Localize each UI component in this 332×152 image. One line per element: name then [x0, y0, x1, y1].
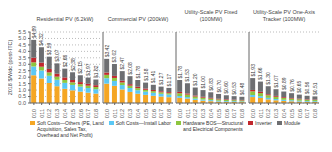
svg-text:$3.42: $3.42	[104, 45, 110, 58]
svg-text:$1.82: $1.82	[93, 65, 99, 78]
svg-text:$0.83: $0.83	[208, 78, 214, 91]
svg-text:2016: 2016	[78, 109, 84, 118]
svg-text:$1.58: $1.58	[143, 68, 149, 81]
svg-text:$0.53: $0.53	[231, 82, 237, 95]
svg-text:2012: 2012	[46, 109, 52, 118]
svg-text:2013: 2013	[127, 109, 133, 118]
svg-text:2018: 2018	[93, 109, 99, 118]
svg-text:2011: 2011	[185, 109, 191, 118]
html-text:Inverter: Inverter	[255, 120, 272, 126]
svg-text:$1.66: $1.66	[257, 67, 263, 80]
svg-text:2017: 2017	[304, 109, 310, 118]
svg-text:$2.66: $2.66	[62, 54, 68, 67]
svg-text:2018: 2018	[312, 109, 318, 118]
svg-text:2010: 2010	[104, 109, 110, 118]
svg-text:$1.78: $1.78	[177, 66, 183, 79]
svg-text:2011: 2011	[258, 109, 264, 118]
svg-text:$0.60: $0.60	[223, 81, 229, 94]
svg-text:$1.20: $1.20	[192, 73, 198, 86]
svg-text:2011: 2011	[39, 109, 45, 118]
svg-text:2012: 2012	[265, 109, 271, 118]
svg-text:2018 $/Wdc (post-ITC): 2018 $/Wdc (post-ITC)	[8, 40, 13, 96]
svg-text:2014: 2014	[208, 109, 214, 118]
svg-text:2016: 2016	[297, 109, 303, 118]
svg-text:2017: 2017	[231, 109, 237, 118]
svg-text:2014: 2014	[62, 109, 68, 118]
html-text:Commercial PV (200kW): Commercial PV (200kW)	[107, 15, 169, 22]
svg-text:2018: 2018	[166, 109, 172, 118]
svg-text:2011: 2011	[112, 109, 118, 118]
svg-text:$2.15: $2.15	[77, 61, 83, 74]
svg-text:3.0: 3.0	[18, 61, 26, 67]
svg-text:$3.59: $3.59	[46, 42, 52, 55]
svg-text:$0.76: $0.76	[289, 79, 295, 92]
html-text:Utility-Scale PV One-Axis Trac: Utility-Scale PV One-Axis Tracker (100MW…	[253, 9, 315, 22]
svg-text:$2.47: $2.47	[119, 57, 125, 70]
svg-text:2010: 2010	[250, 109, 256, 118]
svg-text:$2.08: $2.08	[127, 62, 133, 75]
svg-text:2012: 2012	[192, 109, 198, 118]
html-text:Soft Costs—Install Labor: Soft Costs—Install Labor	[115, 120, 171, 126]
svg-text:$4.89: $4.89	[31, 26, 37, 39]
html-text:Utility-Scale PV Fixed (100MW): Utility-Scale PV Fixed (100MW)	[184, 9, 238, 22]
svg-text:$3.07: $3.07	[54, 49, 60, 62]
svg-text:$1.30: $1.30	[265, 72, 271, 85]
svg-text:2013: 2013	[200, 109, 206, 118]
html-text:Hardware BOS—Structural and El: Hardware BOS—Structural and Electrical C…	[183, 120, 243, 132]
svg-text:0.5: 0.5	[18, 93, 26, 99]
svg-text:0.0: 0.0	[18, 100, 26, 106]
svg-text:2013: 2013	[54, 109, 60, 118]
svg-text:2014: 2014	[281, 109, 287, 118]
svg-text:4.0: 4.0	[18, 48, 26, 54]
svg-text:2016: 2016	[224, 109, 230, 118]
svg-text:$1.17: $1.17	[166, 74, 172, 87]
svg-text:5.5: 5.5	[18, 29, 26, 35]
html-text:Soft Costs—Others (PE, Land Ac: Soft Costs—Others (PE, Land Acquisition,…	[37, 120, 104, 138]
svg-text:$0.65: $0.65	[296, 80, 302, 93]
html-text:Module: Module	[284, 120, 301, 126]
svg-text:3.5: 3.5	[18, 55, 26, 61]
svg-text:2.0: 2.0	[18, 74, 26, 80]
svg-text:2015: 2015	[143, 109, 149, 118]
svg-text:2018: 2018	[239, 109, 245, 118]
svg-text:$1.07: $1.07	[273, 75, 279, 88]
svg-text:2.5: 2.5	[18, 68, 26, 74]
svg-text:$1.97: $1.97	[85, 63, 91, 76]
svg-text:2017: 2017	[158, 109, 164, 118]
svg-text:$3.02: $3.02	[111, 50, 117, 63]
svg-text:2010: 2010	[31, 109, 37, 118]
svg-text:2015: 2015	[289, 109, 295, 118]
svg-text:2010: 2010	[177, 109, 183, 118]
svg-text:5.0: 5.0	[18, 35, 26, 41]
svg-text:$0.70: $0.70	[216, 80, 222, 93]
html-text:Residential PV (6.2kW): Residential PV (6.2kW)	[36, 15, 94, 22]
svg-text:2016: 2016	[151, 109, 157, 118]
svg-text:$1.27: $1.27	[158, 72, 164, 85]
svg-text:2015: 2015	[216, 109, 222, 118]
svg-text:$0.89: $0.89	[281, 77, 287, 90]
svg-text:2014: 2014	[135, 109, 141, 118]
svg-text:$4.32: $4.32	[38, 33, 44, 46]
svg-text:$0.56: $0.56	[304, 82, 310, 95]
svg-text:1.0: 1.0	[18, 87, 26, 93]
svg-text:2012: 2012	[119, 109, 125, 118]
svg-text:2017: 2017	[85, 109, 91, 118]
svg-text:2015: 2015	[70, 109, 76, 118]
svg-text:2013: 2013	[273, 109, 279, 118]
svg-text:$1.41: $1.41	[150, 71, 156, 84]
svg-text:$1.00: $1.00	[200, 76, 206, 89]
svg-text:$0.51: $0.51	[312, 82, 318, 95]
svg-text:$1.93: $1.93	[250, 64, 256, 77]
svg-text:4.5: 4.5	[18, 42, 26, 48]
svg-text:1.5: 1.5	[18, 81, 26, 87]
svg-text:$2.38: $2.38	[70, 58, 76, 71]
svg-text:$0.48: $0.48	[239, 83, 245, 96]
svg-text:$1.78: $1.78	[135, 66, 141, 79]
svg-text:$1.53: $1.53	[184, 69, 190, 82]
